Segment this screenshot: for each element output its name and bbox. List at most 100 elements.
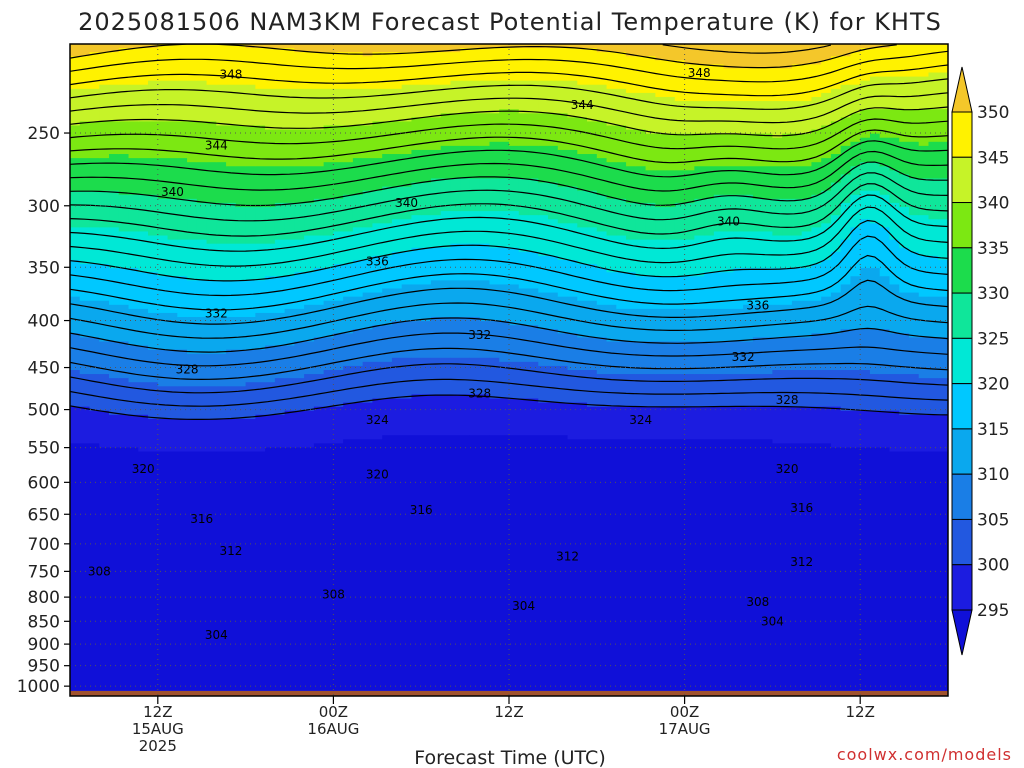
field-cell [762,406,773,440]
field-cell [606,198,617,237]
field-cell [791,370,803,408]
field-cell [157,158,169,200]
field-cell [118,84,130,123]
field-cell [469,435,481,696]
field-cell [118,341,130,379]
field-cell [538,292,549,330]
field-cell [469,317,481,359]
field-cell [733,406,744,440]
field-cell [850,44,861,53]
field-cell [655,207,666,241]
field-cell [899,76,910,110]
field-cell [196,451,208,696]
field-cell [352,259,364,298]
field-cell [460,317,471,359]
field-cell [587,370,598,408]
field-cell [606,52,617,90]
field-cell [879,329,891,375]
contour-line [70,161,948,207]
field-cell [245,317,256,351]
field-cell [372,190,383,224]
field-cell [830,370,842,408]
field-cell [772,337,783,371]
field-cell [918,109,930,147]
field-cell [801,166,813,200]
field-cell [684,239,695,277]
field-cell [811,227,822,265]
field-cell [206,121,217,163]
field-cell [70,259,81,298]
field-cell [499,284,510,322]
field-cell [791,300,803,339]
field-cell [908,215,920,253]
field-cell [138,382,149,416]
field-cell [372,255,383,294]
field-cell [401,435,413,696]
y-tick-label: 850 [28,612,60,632]
field-cell [918,145,930,180]
field-cell [674,44,686,61]
field-cell [323,44,334,53]
field-cell [216,317,227,355]
field-cell [596,44,608,53]
field-cell [626,129,637,167]
field-cell [635,129,647,167]
field-cell [274,48,286,90]
field-cell [167,121,178,159]
field-cell [869,109,881,135]
y-tick-label: 350 [28,258,60,278]
field-cell [645,170,656,204]
field-cell [440,145,452,180]
field-cell [274,276,286,314]
field-cell [938,378,948,416]
field-cell [304,44,315,53]
credit-text[interactable]: coolwx.com/models [837,745,1012,764]
field-cell [148,451,159,696]
field-cell [372,88,383,123]
field-cell [79,374,91,408]
field-cell [655,341,666,375]
field-cell [343,439,354,696]
field-cell [684,64,695,102]
field-cell [577,337,588,371]
field-cell [109,268,120,306]
field-cell [635,166,647,204]
field-cell [528,80,539,114]
contour-label: 304 [761,614,784,628]
field-cell [567,149,578,188]
field-cell [879,48,891,78]
field-cell [557,296,569,334]
field-cell [382,186,393,224]
field-cell [70,333,81,371]
field-cell [450,357,461,396]
field-cell [821,125,832,159]
field-cell [782,68,793,102]
field-cell [216,386,227,420]
field-cell [274,44,286,49]
field-cell [567,80,578,118]
field-cell [918,414,930,453]
field-cell [313,235,325,269]
contour-line [70,394,948,420]
field-cell [743,304,754,343]
field-cell [352,194,364,228]
field-cell [118,194,130,233]
field-cell [762,44,773,70]
field-cell [216,353,227,387]
field-cell [479,145,491,180]
field-cell [333,52,344,90]
field-cell [694,44,705,65]
field-cell [869,410,881,449]
field-cell [196,202,208,241]
field-cell [284,239,295,277]
field-cell [148,382,159,420]
x-tick-label: 16AUG [307,720,359,738]
field-cell [879,374,891,412]
field-cell [440,357,452,396]
field-cell [548,329,559,367]
field-cell [733,101,744,135]
contour-line [70,92,948,124]
field-cell [333,264,344,302]
field-cell [616,439,627,696]
field-cell [89,190,100,228]
